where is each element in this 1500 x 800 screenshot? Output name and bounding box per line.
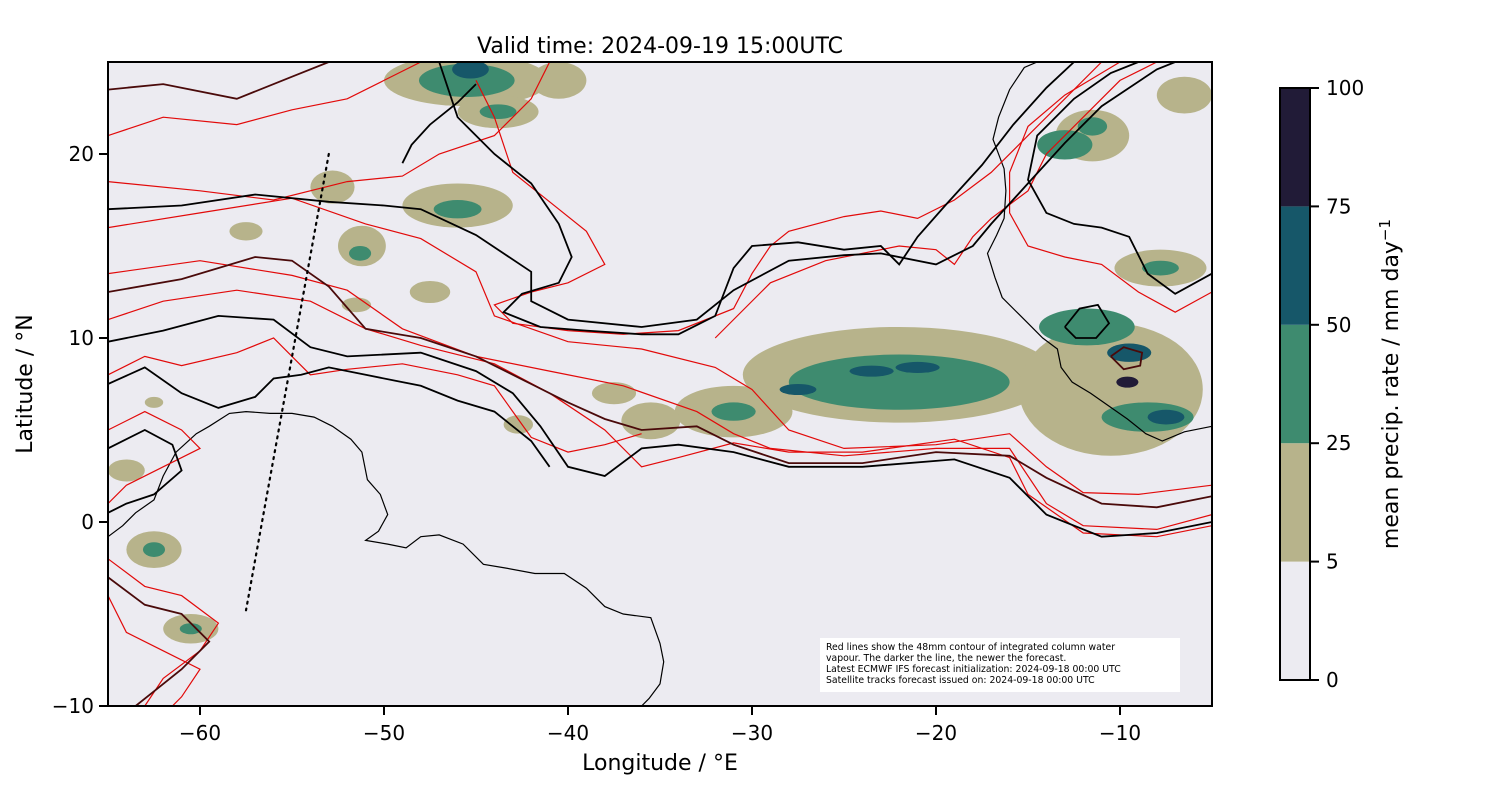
contour-red bbox=[108, 558, 220, 706]
satellite-track bbox=[244, 152, 330, 612]
precip-field bbox=[108, 62, 1212, 644]
coastlines bbox=[108, 62, 1212, 706]
contour-dark bbox=[108, 62, 1176, 328]
satellite-track-line bbox=[244, 152, 330, 612]
contour-dark bbox=[1064, 303, 1111, 339]
precip-patch bbox=[341, 297, 372, 313]
precip-patch bbox=[1101, 402, 1194, 432]
precip-patch bbox=[849, 365, 894, 377]
contour-red bbox=[108, 62, 422, 137]
precip-patch bbox=[452, 62, 489, 79]
contour-red bbox=[108, 197, 1212, 496]
precip-patch bbox=[1037, 130, 1093, 160]
y-axis-label: Latitude / °N bbox=[13, 314, 38, 453]
contour-dark bbox=[108, 428, 183, 514]
colorbar-tick-label: 5 bbox=[1326, 550, 1339, 574]
contour-dark bbox=[1027, 62, 1212, 295]
colorbar-segment bbox=[1280, 206, 1310, 325]
x-tick-label: −50 bbox=[363, 721, 405, 745]
x-tick-label: −20 bbox=[915, 721, 957, 745]
y-tick-label: 20 bbox=[69, 142, 94, 166]
annotation-line: Red lines show the 48mm contour of integ… bbox=[826, 642, 1116, 653]
precip-patch bbox=[433, 200, 482, 219]
colorbar-frame bbox=[1279, 87, 1311, 681]
colorbar-segment bbox=[1280, 443, 1310, 562]
contour-red bbox=[108, 337, 642, 453]
precip-patch bbox=[1147, 409, 1185, 425]
contour-red bbox=[108, 260, 1212, 531]
annotation-line: vapour. The darker the line, the newer t… bbox=[826, 653, 1067, 664]
map-title: Valid time: 2024-09-19 15:00UTC bbox=[477, 34, 843, 59]
contour-dark bbox=[108, 256, 1212, 509]
precip-patch bbox=[144, 396, 164, 408]
x-axis: −60 −50 −40 −30 −20 −10 bbox=[179, 706, 1141, 745]
contour-dark bbox=[401, 83, 477, 164]
colorbar-tick-label: 50 bbox=[1326, 313, 1351, 337]
contour-dark bbox=[1110, 346, 1144, 371]
annotation-line: Latest ECMWF IFS forecast initialization… bbox=[826, 664, 1121, 675]
contour-red bbox=[108, 595, 201, 706]
y-tick-label: 0 bbox=[81, 510, 94, 534]
colorbar-segment bbox=[1280, 324, 1310, 444]
x-axis-label: Longitude / °E bbox=[582, 751, 738, 776]
precip-patch bbox=[591, 382, 637, 405]
precip-patch bbox=[895, 361, 940, 373]
contour-red bbox=[714, 62, 1158, 339]
precip-patch bbox=[1107, 343, 1152, 362]
colorbar-tick-label: 25 bbox=[1326, 431, 1351, 455]
x-tick-label: −60 bbox=[179, 721, 221, 745]
contour-dark bbox=[108, 314, 1212, 538]
water-vapour-contours bbox=[108, 62, 1212, 706]
colorbar: 0 5 25 50 75 100 bbox=[1279, 76, 1364, 692]
map-frame bbox=[107, 61, 1213, 707]
annotation-line: Satellite tracks forecast issued on: 202… bbox=[826, 675, 1095, 686]
precip-patch bbox=[1039, 308, 1135, 346]
y-tick-label: 10 bbox=[69, 326, 94, 350]
contour-dark bbox=[108, 576, 211, 706]
contour-red bbox=[1009, 62, 1212, 313]
colorbar-tick-label: 75 bbox=[1326, 194, 1351, 218]
precip-patch bbox=[1116, 376, 1139, 388]
contour-red bbox=[108, 410, 202, 505]
contour-red bbox=[475, 62, 1103, 335]
annotation-box: Red lines show the 48mm contour of integ… bbox=[820, 638, 1180, 692]
contour-dark bbox=[108, 366, 551, 468]
precip-patch bbox=[711, 402, 756, 421]
colorbar-tick-label: 0 bbox=[1326, 668, 1339, 692]
precip-patch bbox=[531, 62, 587, 99]
x-tick-label: −10 bbox=[1099, 721, 1141, 745]
precip-patch bbox=[310, 170, 355, 204]
y-tick-label: −10 bbox=[52, 694, 94, 718]
precip-patch bbox=[1142, 260, 1179, 276]
precip-patch bbox=[349, 246, 372, 261]
contour-red bbox=[108, 62, 551, 201]
x-tick-label: −40 bbox=[547, 721, 589, 745]
contour-dark bbox=[438, 62, 1075, 336]
precip-patch bbox=[621, 402, 681, 440]
colorbar-segment bbox=[1280, 88, 1310, 207]
precip-patch bbox=[229, 222, 263, 241]
coastline-south-america bbox=[108, 410, 665, 706]
precip-patch bbox=[179, 623, 202, 635]
colorbar-tick-label: 100 bbox=[1326, 76, 1364, 100]
precip-patch bbox=[409, 280, 451, 304]
colorbar-segment bbox=[1280, 561, 1310, 680]
precip-patch bbox=[142, 542, 166, 557]
contour-red bbox=[108, 289, 1212, 538]
precip-patch bbox=[1156, 76, 1212, 114]
precip-patch bbox=[108, 459, 145, 482]
contour-dark bbox=[108, 62, 330, 100]
precip-patch bbox=[479, 104, 517, 120]
precip-patch bbox=[788, 354, 1010, 410]
precip-patch bbox=[779, 384, 817, 396]
x-tick-label: −30 bbox=[731, 721, 773, 745]
coastline-africa bbox=[986, 62, 1212, 442]
colorbar-label: mean precip. rate / mm day−1 bbox=[1376, 219, 1404, 549]
y-axis: −10 0 10 20 bbox=[52, 142, 108, 718]
